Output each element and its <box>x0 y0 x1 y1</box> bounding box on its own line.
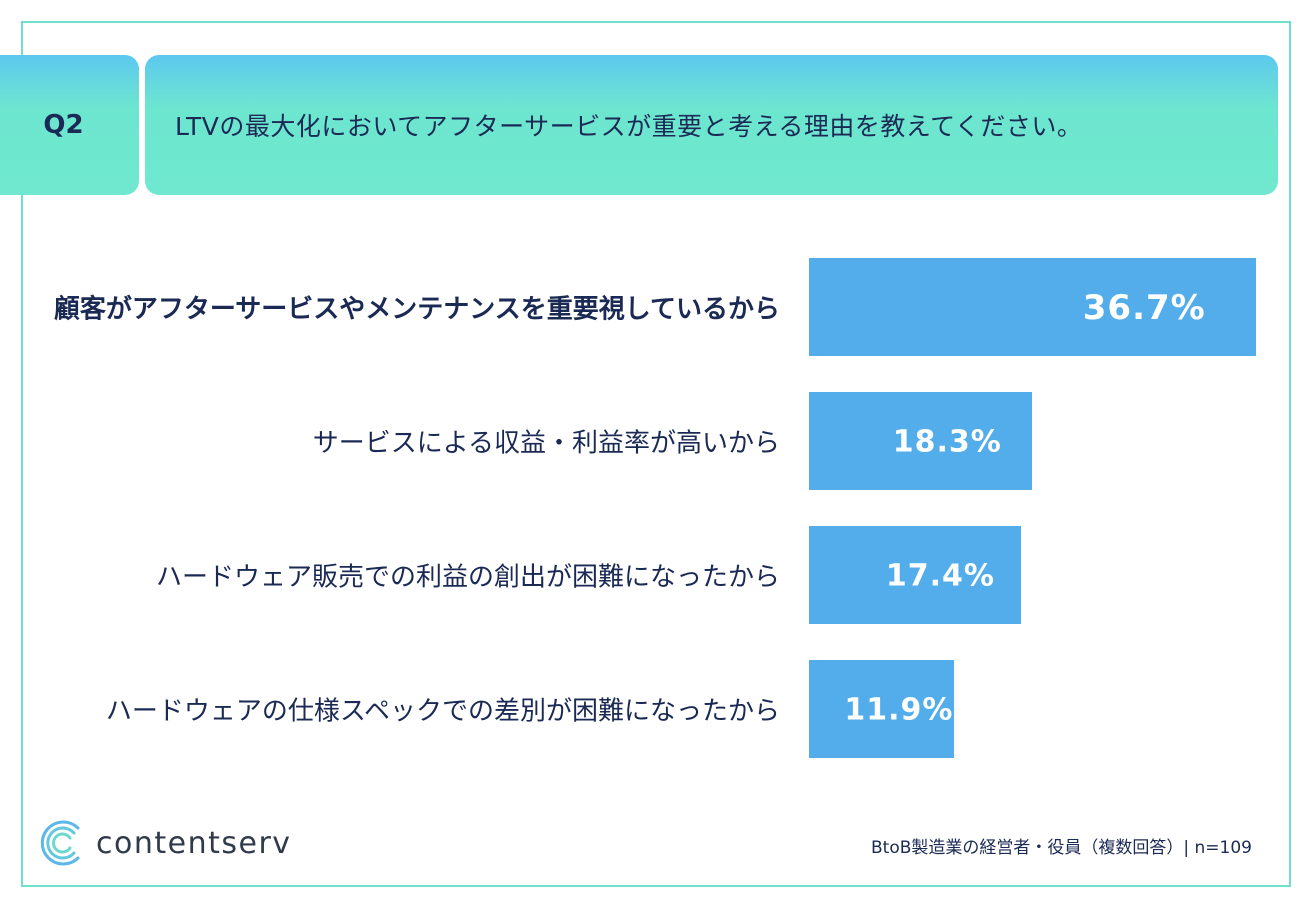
question-title-box: LTVの最大化においてアフターサービスが重要と考える理由を教えてください。 <box>145 55 1278 195</box>
bar-value-label: 18.3% <box>892 424 1002 460</box>
question-title: LTVの最大化においてアフターサービスが重要と考える理由を教えてください。 <box>175 112 1083 141</box>
question-number: Q2 <box>43 110 84 140</box>
category-label: ハードウェアの仕様スペックでの差別が困難になったから <box>105 696 780 727</box>
bar-value-label: 11.9% <box>844 692 954 728</box>
chart-frame <box>21 21 1291 887</box>
brand-logo-text: contentserv <box>96 825 292 861</box>
bar <box>809 258 1256 356</box>
bar-value-label: 17.4% <box>885 558 995 594</box>
bar-value-label: 36.7% <box>1082 288 1206 328</box>
bar <box>809 660 954 758</box>
category-label: ハードウェア販売での利益の創出が困難になったから <box>155 562 780 593</box>
bar <box>809 526 1021 624</box>
contentserv-logo-icon <box>40 820 80 866</box>
category-label: 顧客がアフターサービスやメンテナンスを重要視しているから <box>53 294 780 325</box>
bar <box>809 392 1032 490</box>
brand-logo: contentserv <box>38 818 292 868</box>
question-number-box: Q2 <box>0 55 139 195</box>
category-label: サービスによる収益・利益率が高いから <box>312 428 780 459</box>
footnote: BtoB製造業の経営者・役員（複数回答）| n=109 <box>871 838 1252 858</box>
